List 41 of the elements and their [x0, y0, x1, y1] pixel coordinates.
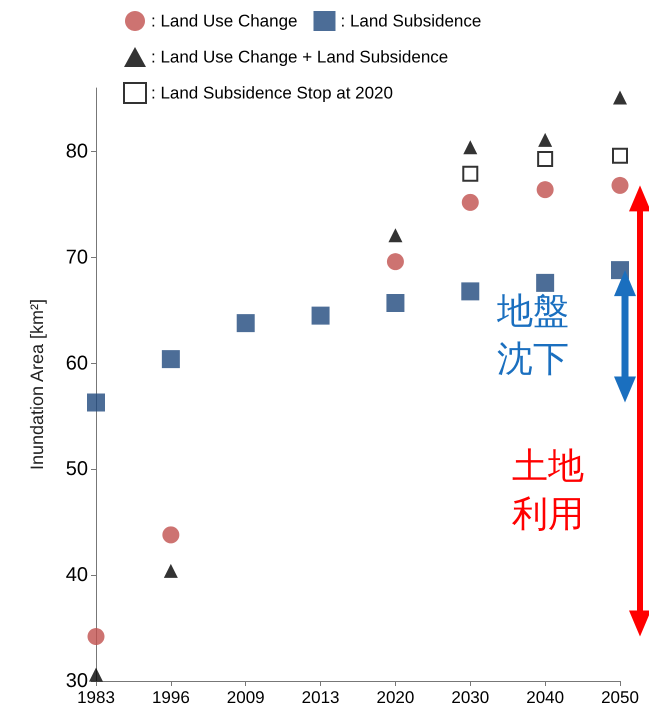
- point: [164, 564, 178, 578]
- point: [388, 228, 402, 242]
- x-tick-label: 2013: [302, 688, 340, 707]
- point: [461, 282, 480, 300]
- point: [462, 194, 479, 211]
- x-tick-label: 2030: [451, 688, 490, 707]
- point: [463, 140, 478, 154]
- point: [386, 253, 404, 270]
- x-tick-label: 1996: [152, 688, 190, 707]
- point: [386, 294, 404, 312]
- point: [312, 306, 330, 325]
- legend-label: : Land Use Change + Land Subsidence: [151, 48, 448, 66]
- legend-label: : Land Subsidence: [340, 12, 482, 30]
- y-tick-label: 70: [66, 246, 88, 268]
- point: [462, 166, 478, 182]
- y-tick-label: 80: [66, 140, 88, 163]
- point: [88, 628, 104, 646]
- point: [612, 176, 628, 194]
- point: [612, 148, 628, 164]
- x-tick-label: 2020: [376, 688, 414, 707]
- point: [536, 274, 554, 292]
- point: [613, 90, 627, 105]
- annotation: 土地利用: [512, 444, 585, 537]
- point: [87, 394, 105, 412]
- point: [162, 526, 180, 544]
- point: [538, 132, 552, 147]
- annotation: 地盤沈下: [497, 290, 570, 382]
- x-tick-label: 2009: [226, 688, 265, 707]
- y-tick-label: 40: [66, 564, 88, 586]
- point: [89, 668, 103, 682]
- point: [162, 350, 180, 368]
- y-tick-label: 60: [66, 352, 88, 374]
- x-tick-label: 2040: [526, 688, 564, 707]
- x-tick-label: 2050: [601, 688, 639, 707]
- point: [236, 314, 255, 332]
- legend-label: : Land Subsidence Stop at 2020: [151, 84, 393, 102]
- legend-label: : Land Use Change: [151, 12, 298, 30]
- point: [537, 150, 554, 167]
- y-tick-label: 50: [66, 458, 88, 480]
- point: [536, 181, 554, 198]
- y-axis-title: Inundation Area [km²]: [27, 298, 47, 470]
